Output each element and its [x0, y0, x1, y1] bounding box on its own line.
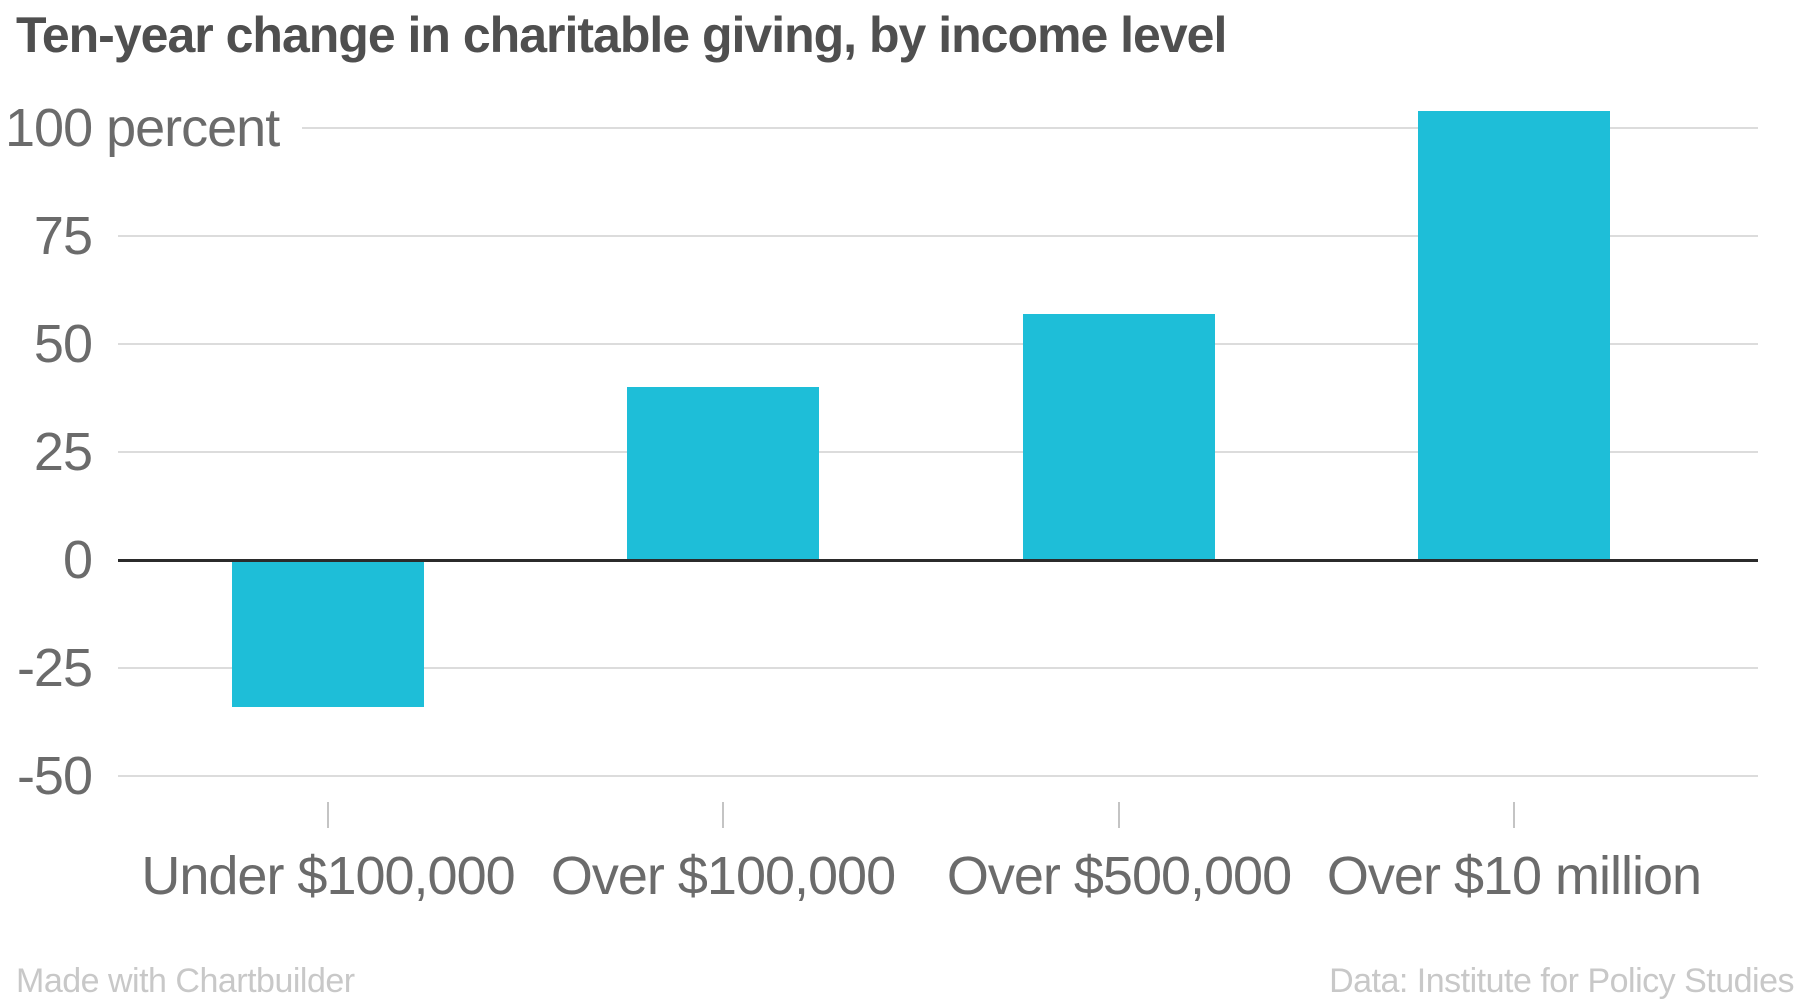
gridline	[118, 775, 1758, 777]
gridline	[302, 127, 1758, 129]
x-tick	[327, 802, 329, 828]
bar	[1418, 110, 1610, 560]
y-tick-label: 50	[33, 314, 93, 374]
gridline	[118, 343, 1758, 345]
y-tick-label: 100 percent	[5, 98, 280, 158]
x-axis-label: Over $10 million	[1326, 846, 1702, 906]
x-tick	[1118, 802, 1120, 828]
x-axis-label: Over $100,000	[550, 846, 896, 906]
gridline	[118, 451, 1758, 453]
x-axis-label: Over $500,000	[946, 846, 1292, 906]
gridline	[118, 235, 1758, 237]
y-tick-label: -50	[16, 746, 93, 806]
y-tick-label: 75	[33, 206, 93, 266]
y-tick-label: 0	[62, 530, 93, 590]
y-tick-label: -25	[16, 638, 93, 698]
x-axis-label: Under $100,000	[141, 846, 515, 906]
chartbuilder-credit: Made with Chartbuilder	[16, 962, 355, 1000]
x-tick	[1513, 802, 1515, 828]
bar	[627, 387, 819, 560]
data-source-credit: Data: Institute for Policy Studies	[1329, 962, 1794, 1000]
gridline	[118, 667, 1758, 669]
y-tick-label: 25	[33, 422, 93, 482]
chart-title: Ten-year change in charitable giving, by…	[16, 7, 1227, 63]
x-tick	[722, 802, 724, 828]
zero-axis-line	[118, 559, 1758, 562]
bar	[1023, 313, 1215, 560]
bar	[232, 560, 424, 707]
